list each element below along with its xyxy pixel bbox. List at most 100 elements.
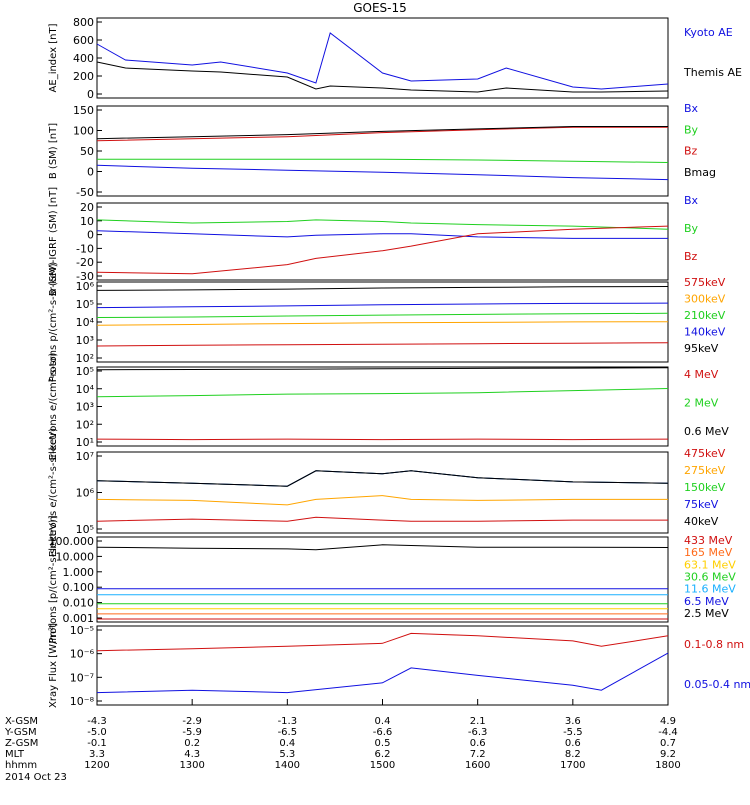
y-tick-label: 200 xyxy=(73,70,94,83)
y-tick-label: 10⁶ xyxy=(76,280,95,293)
x-row-value: -5.0 xyxy=(87,727,107,738)
x-row-value: 7.2 xyxy=(470,749,486,760)
x-row-value: 0.6 xyxy=(470,738,486,749)
series-line-275kev xyxy=(96,495,668,506)
series-line-40kev xyxy=(96,470,669,487)
y-tick-label: 10⁻⁸ xyxy=(70,695,95,708)
x-row-value: 0.6 xyxy=(565,738,581,749)
x-row-value: -1.3 xyxy=(278,716,298,727)
y-tick-label: 10⁻⁶ xyxy=(70,648,95,661)
series-line-210kev xyxy=(96,312,669,318)
y-tick-label: -10 xyxy=(76,242,94,255)
legend-entry: Bz xyxy=(684,250,698,263)
panel-5: 10⁵ 10⁴ 10³ 10² 10¹ Electrons e/(cm²-s-sr) 4 M… xyxy=(48,353,729,461)
legend-entry: 75keV xyxy=(684,498,719,511)
series-line-95kev xyxy=(96,286,669,291)
x-row-value: -6.3 xyxy=(468,727,488,738)
series-line-0-6-mev xyxy=(96,367,669,371)
series-line-by xyxy=(96,219,669,230)
x-row-value: 9.2 xyxy=(660,749,676,760)
panel-frame xyxy=(96,366,669,447)
panel-6: 10⁷ 10⁶ 10⁵ Electrons e/(cm²-s-sr-keV) 475ke… xyxy=(48,428,726,557)
y-axis-label: B (SM)-IGRF (SM) [nT] xyxy=(48,187,59,296)
y-tick-label: 50 xyxy=(80,145,94,158)
legend-entry: Bmag xyxy=(684,166,716,179)
y-tick-label: 10 xyxy=(80,215,94,228)
y-tick-label: 10⁴ xyxy=(76,316,95,329)
legend-entry: 433 MeV xyxy=(684,534,733,547)
x-row-value: 0.4 xyxy=(279,738,295,749)
series-line-themis-ae xyxy=(96,61,669,93)
x-row-label: X-GSM xyxy=(5,716,38,727)
y-tick-label: 10⁷ xyxy=(76,450,94,463)
x-row-value: 5.3 xyxy=(279,749,295,760)
plot-date: 2014 Oct 23 xyxy=(5,772,67,783)
y-axis-label: B (SM) [nT] xyxy=(48,123,59,179)
legend-entry: 475keV xyxy=(684,447,726,460)
legend-entry: Themis AE xyxy=(683,66,742,79)
series-line-2-mev xyxy=(96,388,669,398)
series-line-kyoto-ae xyxy=(96,32,669,90)
series-line-bz xyxy=(96,225,669,275)
x-row-value: 4.9 xyxy=(660,716,676,727)
y-tick-label: 10³ xyxy=(76,334,94,347)
legend-entry: 150keV xyxy=(684,481,726,494)
y-axis-label: Protons [p/(cm²-s-sr-keV)] xyxy=(48,515,59,643)
x-row-value: -5.9 xyxy=(182,727,202,738)
panel-frame xyxy=(96,451,669,534)
legend-entry: 275keV xyxy=(684,464,726,477)
series-line-by xyxy=(97,158,669,163)
series-line-bx xyxy=(96,230,668,239)
plot-title: GOES-15 xyxy=(353,1,407,15)
panel-8: 10⁻⁵ 10⁻⁶ 10⁻⁷ 10⁻⁸ Xray Flux [W/m²] 0.1-0.8 … xyxy=(48,623,750,708)
legend-entry: 165 MeV xyxy=(684,546,733,559)
series-line-2-5-mev xyxy=(96,544,669,551)
x-row-value: 1300 xyxy=(179,760,204,771)
panel-1: 800 600 400 200 0 AE_index [nT] Kyoto AE Themis… xyxy=(48,16,742,101)
panel-frame xyxy=(96,536,669,623)
legend-entry: Bx xyxy=(684,102,699,115)
legend-entry: 63.1 MeV xyxy=(684,558,736,571)
x-row-label: hhmm xyxy=(5,760,37,771)
legend-entry: 0.6 MeV xyxy=(684,425,729,438)
y-tick-label: 400 xyxy=(73,52,94,65)
series-line-575kev xyxy=(96,342,669,347)
legend-entry: 2.5 MeV xyxy=(684,607,729,620)
series-line-4-mev xyxy=(96,438,669,441)
panel-frame xyxy=(96,17,669,99)
y-tick-label: 10² xyxy=(76,352,94,365)
y-axis-label: AE_index [nT] xyxy=(48,23,59,92)
series-line-150kev xyxy=(96,470,669,487)
legend-entry: 40keV xyxy=(684,515,719,528)
x-row-label: Y-GSM xyxy=(4,727,37,738)
series-line-300kev xyxy=(96,321,669,326)
x-row-value: 0.2 xyxy=(184,738,200,749)
series-line-140kev xyxy=(96,302,669,309)
y-tick-label: 10⁴ xyxy=(76,383,95,396)
x-row-value: 1400 xyxy=(275,760,300,771)
legend-entry: 575keV xyxy=(684,276,726,289)
x-row-value: 1600 xyxy=(465,760,490,771)
panel-7: 100.000 10.000 1.000 0.100 0.010 0.001 Protons… xyxy=(48,515,736,643)
x-row-value: 2.1 xyxy=(470,716,486,727)
x-row-value: 1200 xyxy=(84,760,109,771)
x-row-value: -6.6 xyxy=(373,727,393,738)
y-tick-label: 0 xyxy=(87,166,94,179)
panel-4: 10⁶ 10⁵ 10⁴ 10³ 10² Protons p/(cm²-s-sr-keV) 5… xyxy=(48,262,726,383)
x-row-value: -0.1 xyxy=(87,738,107,749)
x-row-value: -4.3 xyxy=(87,716,107,727)
legend-entry: By xyxy=(684,222,699,235)
legend-entry: 11.6 MeV xyxy=(684,583,736,596)
y-tick-label: -50 xyxy=(76,186,94,199)
y-tick-label: 10.000 xyxy=(56,550,95,563)
y-tick-label: 10⁵ xyxy=(76,365,94,378)
legend-entry: 0.1-0.8 nm xyxy=(684,638,744,651)
x-row-value: 0.4 xyxy=(375,716,391,727)
x-row-value: 1500 xyxy=(370,760,395,771)
legend-entry: 300keV xyxy=(684,293,726,306)
y-tick-label: 0 xyxy=(87,88,94,101)
series-line-bx xyxy=(96,164,669,181)
y-tick-label: 800 xyxy=(73,16,94,29)
